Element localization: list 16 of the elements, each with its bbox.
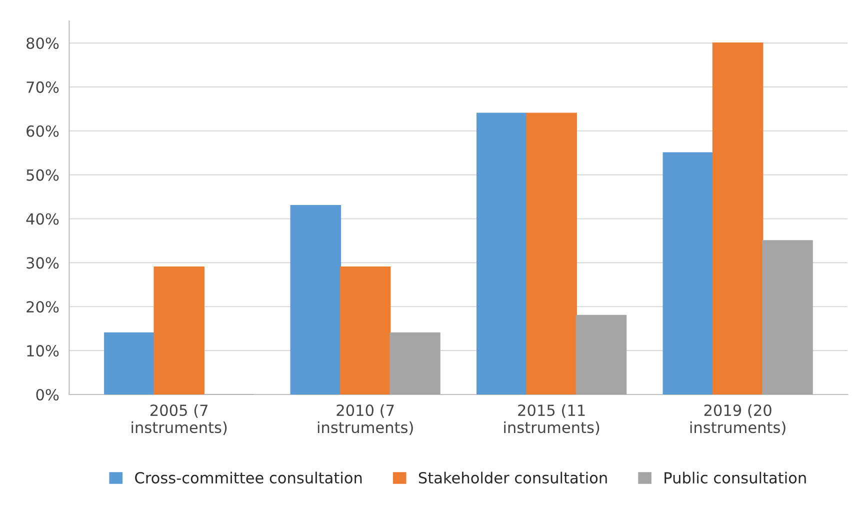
- y-tick-label: 10%: [27, 345, 59, 357]
- legend-label: Stakeholder consultation: [418, 472, 607, 484]
- y-tick-label: 40%: [26, 213, 59, 225]
- y-tick-label: 0%: [36, 388, 59, 401]
- y-tick-label: 30%: [26, 257, 59, 269]
- x-tick-label: 2005 (7 instruments): [132, 404, 227, 435]
- y-tick-label: 80%: [26, 37, 59, 50]
- y-tick-label: 60%: [26, 125, 59, 137]
- x-tick-label: 2015 (11 instruments): [504, 404, 600, 435]
- legend-label: Cross-committee consultation: [135, 472, 362, 484]
- legend-label: Public consultation: [664, 472, 806, 484]
- y-tick-label: 70%: [26, 81, 59, 93]
- y-tick-label: 50%: [26, 169, 59, 181]
- x-tick-label: 2010 (7 instruments): [318, 404, 413, 435]
- y-tick-label: 20%: [26, 301, 59, 313]
- x-tick-label: 2019 (20 instruments): [690, 404, 786, 435]
